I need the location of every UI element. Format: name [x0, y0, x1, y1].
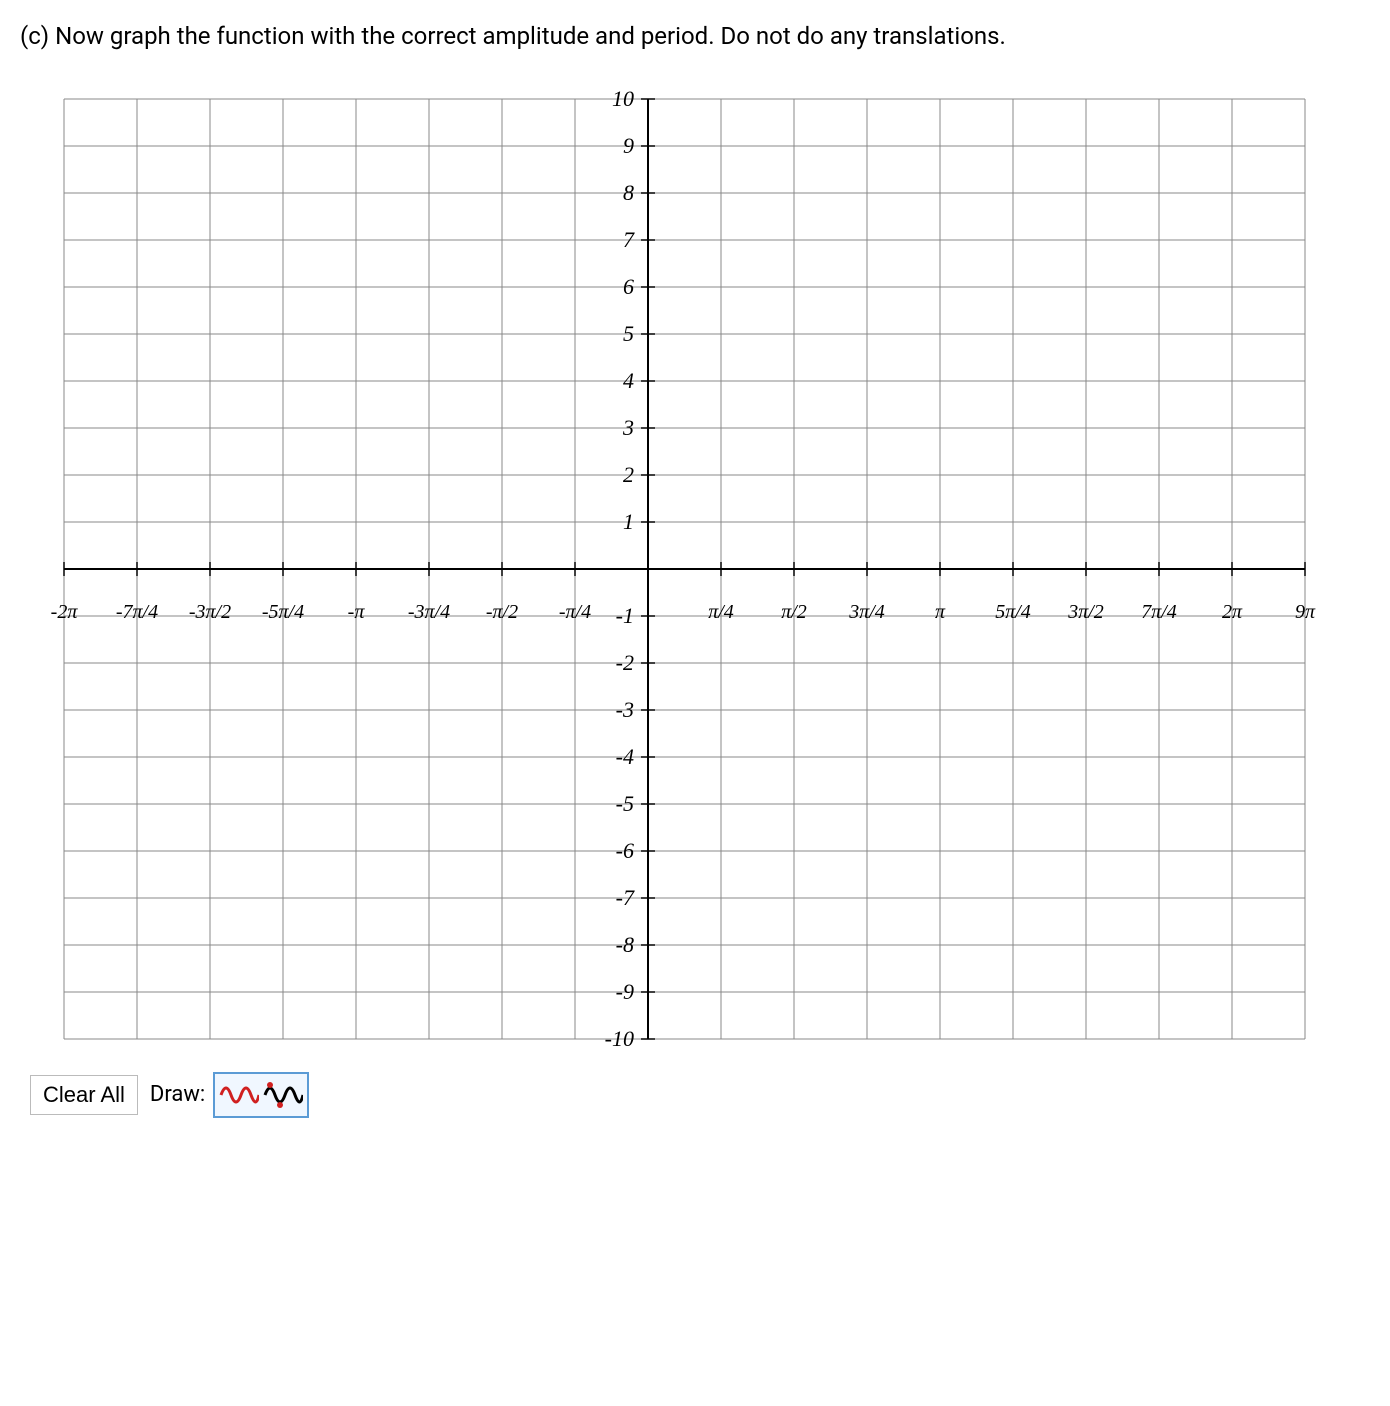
svg-text:π/4: π/4	[708, 601, 734, 623]
graph-container: 1 2 3 4 5 6 7 8 9 10 -1 -2 -3 -4 -5 -6 -7 -8 -9 -10 -2π -7π/4…	[30, 74, 1370, 1118]
svg-text:-1: -1	[616, 603, 634, 628]
svg-text:-3: -3	[616, 697, 634, 722]
sine-dotted-tool-button[interactable]	[261, 1076, 305, 1114]
svg-text:3π/4: 3π/4	[848, 601, 885, 623]
svg-text:-2π: -2π	[51, 601, 79, 623]
svg-text:-π/4: -π/4	[559, 601, 591, 623]
svg-text:-2: -2	[616, 650, 634, 675]
sine-tool-button[interactable]	[217, 1076, 261, 1114]
svg-text:2π: 2π	[1222, 601, 1243, 623]
svg-text:-10: -10	[605, 1026, 634, 1051]
svg-text:8: 8	[623, 180, 634, 205]
question-prompt: (c) Now graph the function with the corr…	[20, 20, 1370, 54]
svg-text:-7: -7	[616, 885, 635, 910]
svg-text:-6: -6	[616, 838, 634, 863]
svg-text:-3π/2: -3π/2	[189, 601, 231, 623]
clear-all-button[interactable]: Clear All	[30, 1075, 138, 1115]
svg-text:-8: -8	[616, 932, 634, 957]
svg-text:π: π	[935, 601, 946, 623]
svg-text:2: 2	[623, 462, 634, 487]
svg-text:3π/2: 3π/2	[1067, 601, 1104, 623]
svg-text:-3π/4: -3π/4	[408, 601, 450, 623]
svg-text:3: 3	[622, 415, 634, 440]
svg-text:-π: -π	[348, 601, 366, 623]
sine-wave-dotted-icon	[263, 1079, 303, 1111]
svg-text:10: 10	[612, 86, 634, 111]
svg-text:7: 7	[623, 227, 635, 252]
graph-toolbar: Clear All Draw:	[30, 1072, 1370, 1118]
svg-text:-4: -4	[616, 744, 634, 769]
svg-text:-5: -5	[616, 791, 634, 816]
draw-label: Draw:	[146, 1082, 205, 1107]
svg-text:-5π/4: -5π/4	[262, 601, 304, 623]
svg-text:5: 5	[623, 321, 634, 346]
svg-text:1: 1	[623, 509, 634, 534]
sine-wave-icon	[219, 1079, 259, 1111]
svg-text:π/2: π/2	[781, 601, 807, 623]
svg-text:5π/4: 5π/4	[995, 601, 1031, 623]
svg-text:7π/4: 7π/4	[1141, 601, 1177, 623]
draw-tool-group	[213, 1072, 309, 1118]
svg-text:-9: -9	[616, 979, 634, 1004]
svg-text:-π/2: -π/2	[486, 601, 518, 623]
graph-canvas[interactable]: 1 2 3 4 5 6 7 8 9 10 -1 -2 -3 -4 -5 -6 -7 -8 -9 -10 -2π -7π/4…	[30, 74, 1350, 1064]
svg-text:6: 6	[623, 274, 634, 299]
svg-text:4: 4	[623, 368, 634, 393]
svg-text:-7π/4: -7π/4	[116, 601, 158, 623]
svg-text:9π: 9π	[1295, 601, 1316, 623]
svg-text:9: 9	[623, 133, 634, 158]
